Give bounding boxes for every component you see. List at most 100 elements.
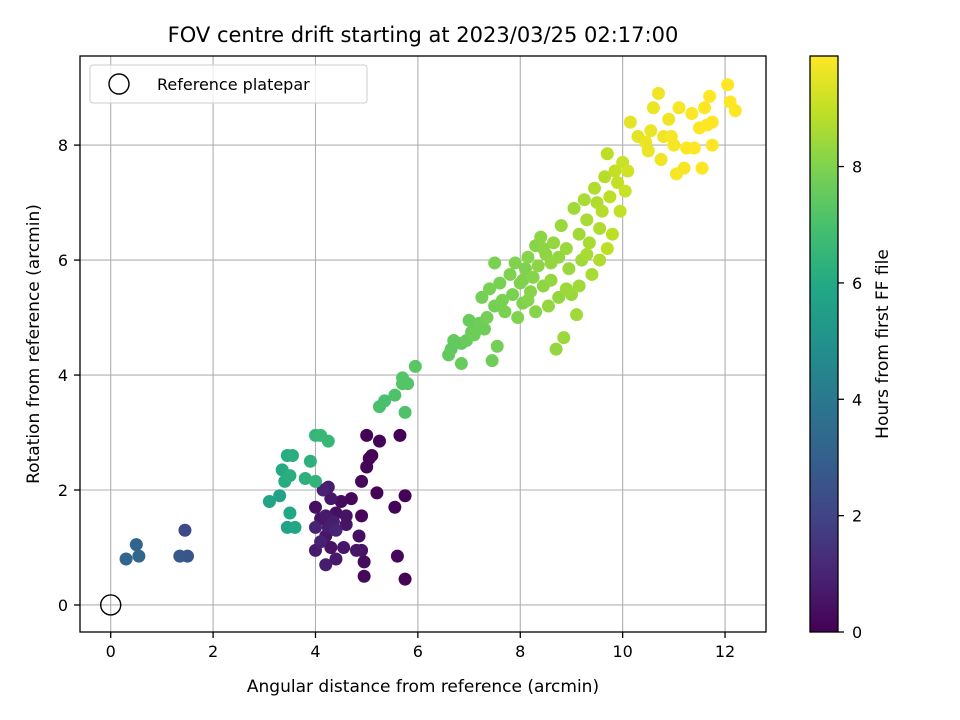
data-point (559, 242, 573, 256)
data-point (308, 474, 322, 488)
data-point (442, 348, 456, 362)
data-point (495, 293, 509, 307)
colorbar-tick-label: 4 (852, 390, 862, 409)
data-point (588, 181, 601, 195)
colorbar-label: Hours from first FF file (873, 249, 893, 439)
data-point (480, 311, 494, 325)
data-point (262, 495, 276, 509)
data-point (329, 552, 343, 566)
data-point (554, 219, 568, 233)
data-point (498, 305, 512, 319)
y-tick-label: 2 (58, 481, 68, 500)
data-point (408, 359, 422, 373)
data-point (531, 259, 545, 273)
data-point (503, 267, 517, 281)
data-point (552, 250, 566, 264)
data-point (559, 282, 573, 296)
data-point (549, 342, 563, 356)
data-point (475, 290, 489, 304)
data-point (613, 204, 627, 218)
data-point (334, 495, 348, 509)
data-point (308, 520, 322, 534)
axis-ticks: 0 2 4 6 8 10 12 0 2 4 6 8 (58, 136, 735, 661)
data-point (511, 311, 525, 325)
x-tick-label: 4 (310, 642, 320, 661)
data-point (490, 339, 504, 353)
reference-marker-layer (100, 594, 122, 616)
data-point (677, 161, 691, 175)
data-point (644, 124, 658, 138)
data-point (600, 242, 614, 256)
chart-title: FOV centre drift starting at 2023/03/25 … (168, 23, 679, 47)
data-point (654, 152, 668, 166)
colorbar-tick-label: 6 (852, 274, 862, 293)
data-point (508, 256, 522, 270)
data-point (646, 101, 660, 115)
plot-frame (79, 55, 767, 633)
x-tick-label: 2 (208, 642, 218, 661)
data-point (129, 538, 143, 552)
y-tick-label: 4 (58, 366, 68, 385)
data-point (572, 227, 586, 241)
data-point (662, 112, 676, 126)
colorbar-tick-label: 8 (852, 158, 862, 177)
data-point (639, 135, 653, 149)
data-point (173, 549, 187, 563)
data-point (390, 549, 404, 563)
data-point (547, 236, 561, 250)
x-tick-label: 12 (715, 642, 735, 661)
data-point (388, 500, 402, 514)
data-point (344, 492, 358, 506)
data-point (595, 204, 609, 218)
data-point (488, 256, 502, 270)
data-point (483, 282, 497, 296)
colorbar-tick-label: 2 (852, 507, 862, 526)
y-tick-label: 6 (58, 251, 68, 270)
data-point (324, 492, 338, 506)
data-point (285, 449, 299, 463)
x-tick-label: 8 (515, 642, 525, 661)
data-point (585, 267, 599, 281)
data-point (283, 506, 297, 520)
reference-platepar-marker (100, 594, 122, 616)
data-point (562, 262, 576, 276)
x-tick-label: 6 (413, 642, 423, 661)
data-point (703, 89, 717, 103)
y-axis-label: Rotation from reference (arcmin) (24, 204, 44, 484)
data-point (618, 184, 632, 198)
colorbar: 0 2 4 6 8 Hours from first FF file (809, 55, 893, 642)
data-point (672, 101, 686, 115)
data-point (593, 253, 607, 267)
legend: Reference platepar (89, 64, 368, 104)
data-point (119, 552, 133, 566)
data-point (611, 175, 625, 189)
data-point (352, 529, 366, 543)
data-point (541, 299, 555, 313)
data-point (687, 141, 701, 155)
data-point (462, 313, 476, 327)
data-point (365, 449, 379, 463)
data-point (582, 236, 596, 250)
data-point (544, 273, 558, 287)
data-point (534, 230, 548, 244)
colorbar-tick-label: 0 (852, 623, 862, 642)
data-point (705, 138, 719, 152)
data-point (314, 535, 328, 549)
data-point (695, 161, 709, 175)
data-point (621, 164, 635, 178)
data-point (577, 193, 591, 207)
data-point (355, 509, 369, 523)
data-point (324, 540, 338, 554)
data-point (372, 434, 386, 448)
x-tick-label: 10 (612, 642, 632, 661)
data-point (664, 129, 678, 143)
data-point (273, 489, 287, 503)
data-point (355, 474, 369, 488)
x-axis-label: Angular distance from reference (arcmin) (247, 677, 599, 697)
data-point (685, 106, 699, 120)
data-point (396, 371, 410, 385)
data-point (321, 434, 335, 448)
colorbar-ticks: 0 2 4 6 8 (838, 158, 862, 642)
data-point (485, 354, 499, 368)
